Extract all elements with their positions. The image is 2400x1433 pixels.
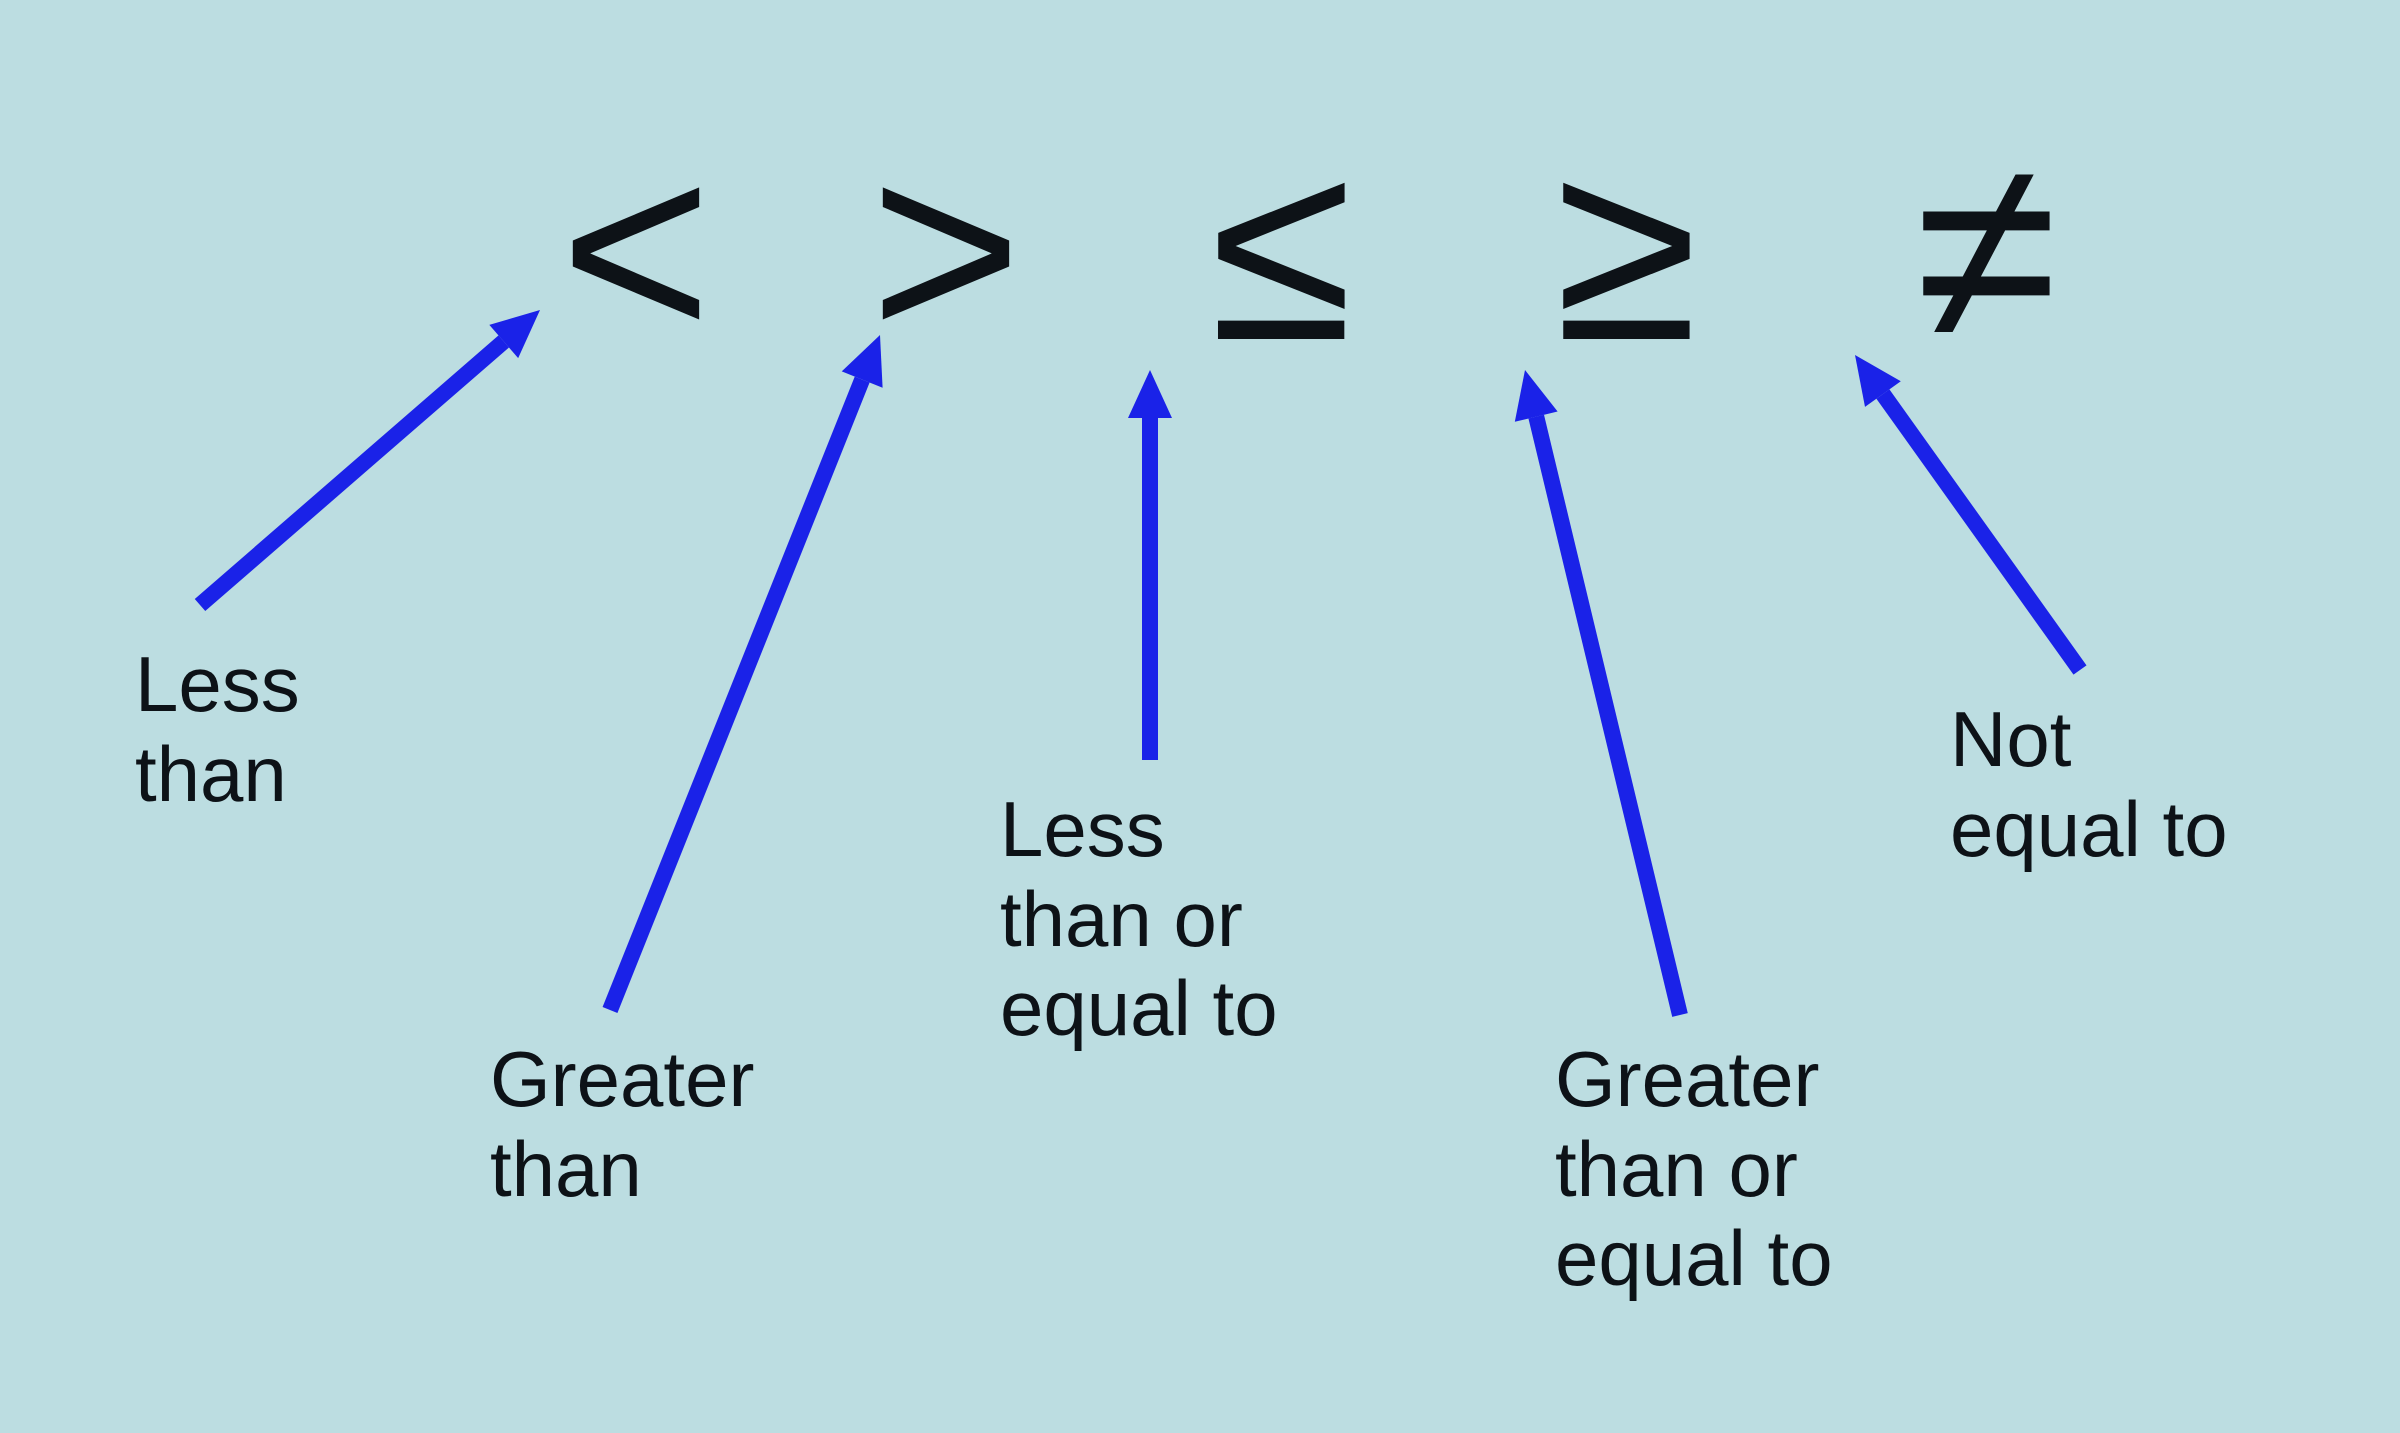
symbol-ge: ≥ [1555,120,1698,380]
label-less-than: Less than [135,640,300,819]
symbol-ne: ≠ [1915,120,2058,380]
symbol-lt: < [560,120,712,380]
label-greater-or-equal: Greater than or equal to [1555,1035,1833,1304]
symbol-le: ≤ [1210,120,1353,380]
label-not-equal: Not equal to [1950,695,2228,874]
arrow-line-3 [1536,417,1680,1015]
arrow-head-4 [1855,355,1901,407]
arrow-line-1 [610,380,862,1010]
symbol-gt: > [870,120,1022,380]
label-greater-than: Greater than [490,1035,754,1214]
arrow-head-2 [1128,370,1172,418]
arrow-head-3 [1515,370,1558,422]
arrow-head-0 [489,310,540,358]
label-less-or-equal: Less than or equal to [1000,785,1278,1054]
arrow-line-0 [200,341,504,605]
arrow-line-4 [1883,394,2080,670]
diagram-canvas: < > ≤ ≥ ≠ Less than Greater than Less than or e… [0,0,2400,1433]
